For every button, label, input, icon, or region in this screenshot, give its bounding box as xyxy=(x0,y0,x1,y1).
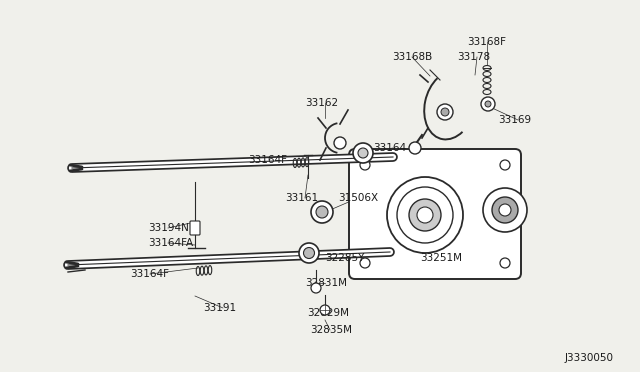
Text: 32829M: 32829M xyxy=(307,308,349,318)
Text: 32285Y: 32285Y xyxy=(325,253,364,263)
Circle shape xyxy=(409,142,421,154)
Text: 33168B: 33168B xyxy=(392,52,432,62)
Circle shape xyxy=(481,97,495,111)
Circle shape xyxy=(417,207,433,223)
Circle shape xyxy=(437,104,453,120)
Circle shape xyxy=(358,148,368,158)
Text: 33162: 33162 xyxy=(305,98,338,108)
Text: 33164F: 33164F xyxy=(130,269,169,279)
Circle shape xyxy=(320,305,330,315)
Text: 33194N: 33194N xyxy=(148,223,189,233)
Text: 33251M: 33251M xyxy=(420,253,462,263)
Circle shape xyxy=(353,143,373,163)
Text: J3330050: J3330050 xyxy=(565,353,614,363)
Circle shape xyxy=(499,204,511,216)
Circle shape xyxy=(303,247,314,259)
FancyBboxPatch shape xyxy=(190,221,200,235)
Text: 33168F: 33168F xyxy=(467,37,506,47)
Text: 33169: 33169 xyxy=(498,115,531,125)
Circle shape xyxy=(492,197,518,223)
Circle shape xyxy=(397,187,453,243)
Text: 32831M: 32831M xyxy=(305,278,347,288)
Text: 33164F: 33164F xyxy=(248,155,287,165)
Text: 31506X: 31506X xyxy=(338,193,378,203)
Circle shape xyxy=(483,188,527,232)
Circle shape xyxy=(387,177,463,253)
Circle shape xyxy=(316,206,328,218)
Text: 33178: 33178 xyxy=(457,52,490,62)
Circle shape xyxy=(485,101,491,107)
Circle shape xyxy=(311,283,321,293)
Circle shape xyxy=(409,199,441,231)
Circle shape xyxy=(334,137,346,149)
Circle shape xyxy=(441,108,449,116)
FancyBboxPatch shape xyxy=(349,149,521,279)
Circle shape xyxy=(500,160,510,170)
Text: 33161: 33161 xyxy=(285,193,318,203)
Circle shape xyxy=(311,201,333,223)
Text: 33164: 33164 xyxy=(373,143,406,153)
Text: 33164FA: 33164FA xyxy=(148,238,193,248)
Text: 33191: 33191 xyxy=(203,303,236,313)
Circle shape xyxy=(360,258,370,268)
Text: 32835M: 32835M xyxy=(310,325,352,335)
Circle shape xyxy=(360,160,370,170)
Circle shape xyxy=(500,258,510,268)
Circle shape xyxy=(299,243,319,263)
